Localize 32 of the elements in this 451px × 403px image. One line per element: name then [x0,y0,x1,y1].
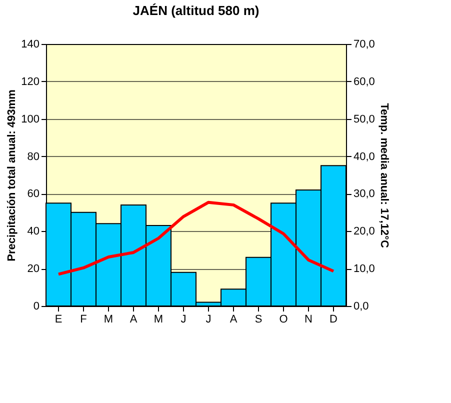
y2-tick-label: 30,0 [354,188,375,200]
y-tick-label: 80 [27,150,40,163]
x-tick-label: E [54,314,62,326]
y2-tick-label: 20,0 [354,226,375,238]
y-tick-label: 0 [33,300,40,312]
y2-axis-title: Temp. media anual: 17,12°C [378,103,390,248]
line-series [57,200,335,276]
x-tick-label: S [254,314,262,326]
x-tick-label: F [80,314,88,326]
x-tick-label: N [304,314,313,326]
y-tick-label: 20 [27,263,40,276]
y-tick-label: 100 [21,113,40,126]
x-tick-label: A [130,314,138,326]
x-tick-label: J [206,314,212,326]
y-tick-label: 120 [21,76,40,88]
y-tick-label: 40 [27,226,40,238]
chart-title: JAÉN (altitud 580 m) [132,3,260,18]
y2-tick-label: 50,0 [354,113,375,126]
x-tick-label: A [230,314,238,326]
y2-tick-label: 0,0 [354,300,369,312]
y2-tick-label: 40,0 [354,150,375,163]
y2-tick-label: 70,0 [354,38,375,50]
y-tick-label: 140 [21,38,40,50]
x-tick-label: M [154,314,164,326]
x-tick-label: O [279,314,288,326]
y2-tick-label: 10,0 [354,263,375,276]
y-axis-title: Precipitación total anual: 493mm [6,89,18,262]
x-tick-label: D [330,314,338,326]
y2-tick-label: 60,0 [354,76,375,88]
x-tick-label: M [104,314,114,326]
y-tick-label: 60 [27,188,40,200]
x-tick-label: J [180,314,186,326]
